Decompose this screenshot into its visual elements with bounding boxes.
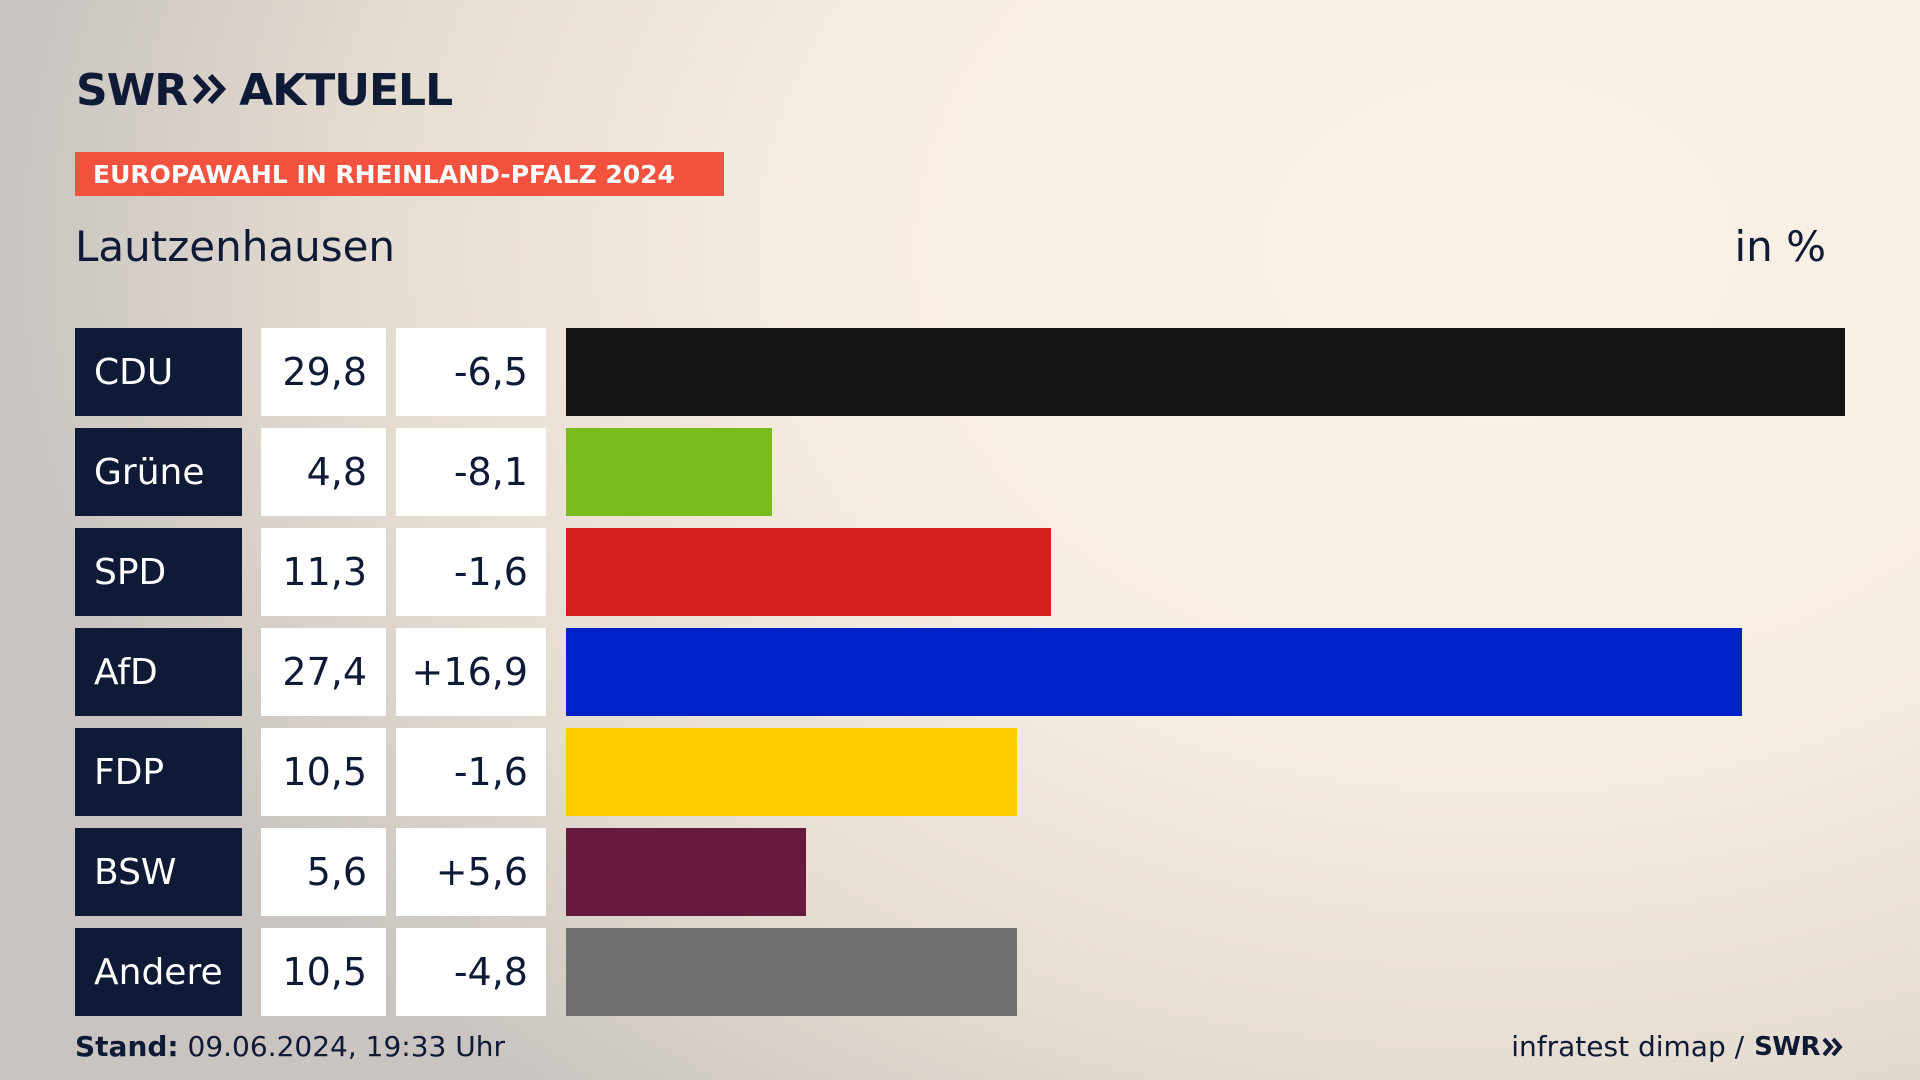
- result-row: Andere 10,5 -4,8: [75, 928, 1845, 1016]
- source-swr-logo: SWR: [1754, 1032, 1844, 1062]
- vote-share-value: 27,4: [261, 628, 386, 716]
- party-label: BSW: [75, 828, 242, 916]
- vote-change-value: +5,6: [396, 828, 546, 916]
- vote-change-value: -6,5: [396, 328, 546, 416]
- result-row: AfD 27,4 +16,9: [75, 628, 1845, 716]
- vote-change-value: -1,6: [396, 528, 546, 616]
- vote-share-value: 10,5: [261, 728, 386, 816]
- vote-share-value: 10,5: [261, 928, 386, 1016]
- stand-label: Stand:: [75, 1030, 179, 1063]
- election-banner: EUROPAWAHL IN RHEINLAND-PFALZ 2024: [75, 152, 724, 196]
- vote-change-value: -8,1: [396, 428, 546, 516]
- logo-aktuell-text: AKTUELL: [239, 65, 453, 116]
- vote-share-value: 4,8: [261, 428, 386, 516]
- source-logo-text: SWR: [1754, 1031, 1820, 1062]
- result-bar: [566, 828, 806, 916]
- result-row: SPD 11,3 -1,6: [75, 528, 1845, 616]
- result-bar: [566, 528, 1051, 616]
- logo-swr-text: SWR: [76, 65, 188, 116]
- result-row: Grüne 4,8 -8,1: [75, 428, 1845, 516]
- result-row: BSW 5,6 +5,6: [75, 828, 1845, 916]
- vote-share-value: 5,6: [261, 828, 386, 916]
- party-label: FDP: [75, 728, 242, 816]
- source-credit: infratest dimap / SWR: [1511, 1030, 1844, 1063]
- party-label: SPD: [75, 528, 242, 616]
- party-label: CDU: [75, 328, 242, 416]
- double-chevron-icon: [1822, 1037, 1843, 1056]
- party-label: Andere: [75, 928, 242, 1016]
- vote-share-value: 11,3: [261, 528, 386, 616]
- vote-share-value: 29,8: [261, 328, 386, 416]
- vote-change-value: -4,8: [396, 928, 546, 1016]
- double-chevron-icon: [192, 73, 227, 109]
- party-label: Grüne: [75, 428, 242, 516]
- location-title: Lautzenhausen: [75, 222, 396, 271]
- party-label: AfD: [75, 628, 242, 716]
- result-bar: [566, 928, 1017, 1016]
- vote-change-value: +16,9: [396, 628, 546, 716]
- result-bar: [566, 628, 1742, 716]
- timestamp: Stand: 09.06.2024, 19:33 Uhr: [75, 1030, 505, 1063]
- result-bar: [566, 728, 1017, 816]
- swr-aktuell-logo: SWR AKTUELL: [76, 65, 453, 116]
- result-row: FDP 10,5 -1,6: [75, 728, 1845, 816]
- vote-change-value: -1,6: [396, 728, 546, 816]
- stand-value: 09.06.2024, 19:33 Uhr: [178, 1030, 505, 1063]
- result-bar: [566, 428, 772, 516]
- result-bar: [566, 328, 1845, 416]
- result-row: CDU 29,8 -6,5: [75, 328, 1845, 416]
- unit-label: in %: [1734, 222, 1826, 271]
- source-text: infratest dimap /: [1511, 1030, 1745, 1063]
